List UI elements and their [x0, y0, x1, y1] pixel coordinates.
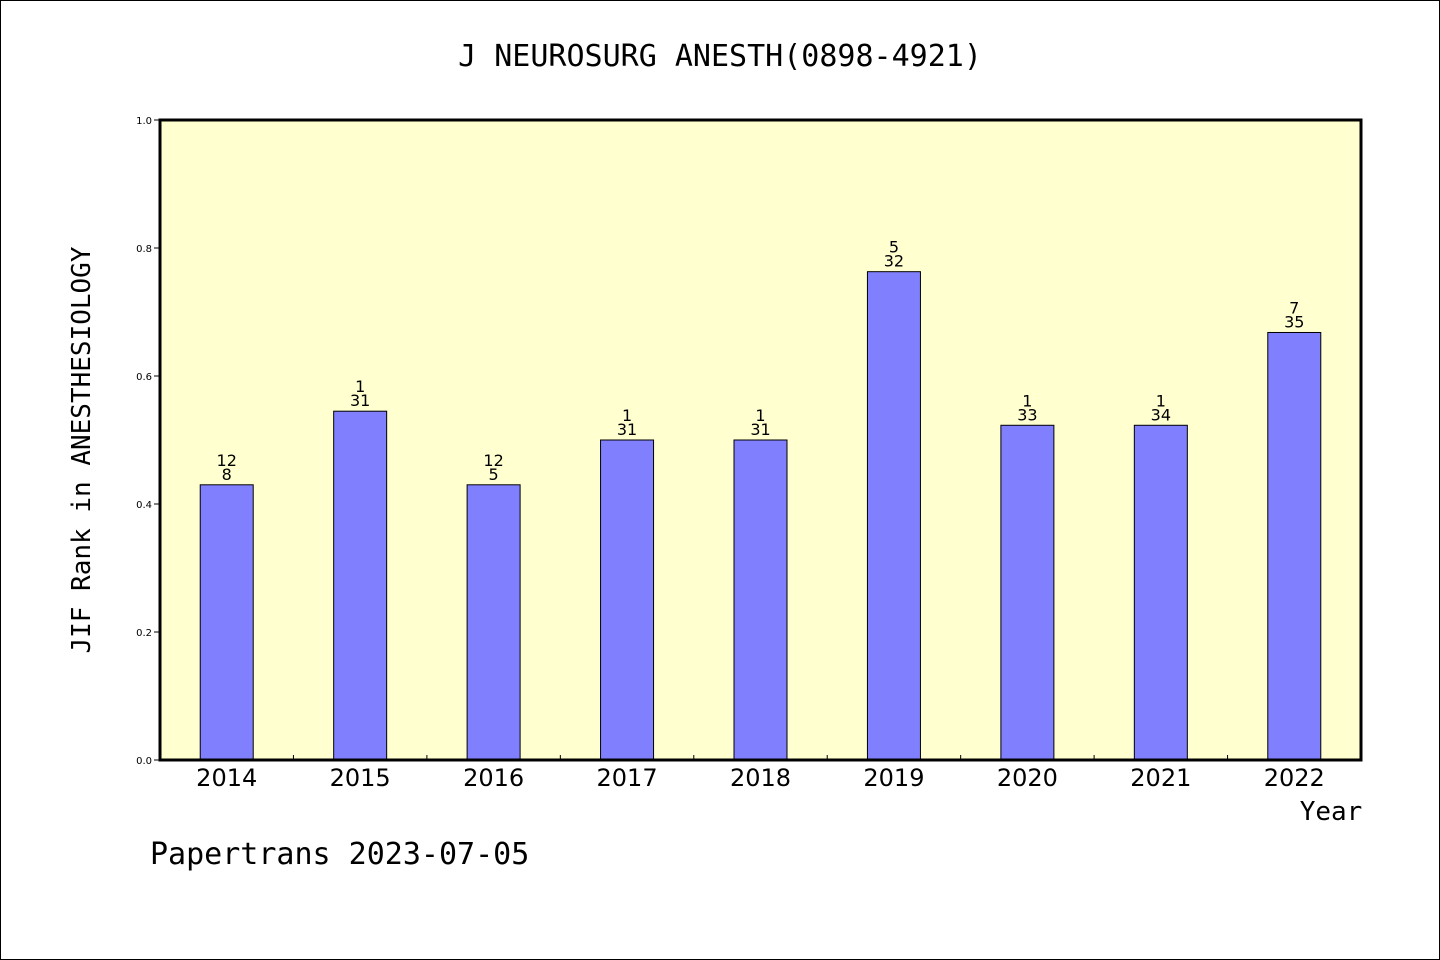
bar-label-top: 1 — [755, 406, 765, 425]
bar-label-bottom: 8 — [222, 465, 232, 484]
x-axis-label: Year — [1300, 797, 1363, 827]
bar-2015 — [333, 410, 388, 761]
bar-label-top: 1 — [1022, 391, 1032, 410]
y-axis: 0.0 0.2 0.4 0.6 0.8 1.0 — [136, 116, 160, 767]
y-tick-label: 0.2 — [136, 628, 152, 639]
bar-label-bottom: 32 — [884, 252, 904, 271]
x-tick-label: 2020 — [997, 764, 1058, 792]
bar-2018 — [733, 439, 788, 761]
x-tick-label: 2019 — [863, 764, 924, 792]
plot-border — [158, 118, 1363, 762]
bars-group — [199, 271, 1322, 761]
bar-label-top: 1 — [1156, 391, 1166, 410]
x-tick-label: 2021 — [1130, 764, 1191, 792]
bar-label-top: 12 — [483, 451, 503, 470]
bar-2022 — [1267, 331, 1322, 761]
bar-label-bottom: 31 — [750, 420, 770, 439]
y-tick-label: 0.6 — [136, 372, 152, 383]
y-tick-label: 0.8 — [136, 244, 152, 255]
footer-text: Papertrans 2023-07-05 — [150, 837, 529, 872]
y-tick-label: 1.0 — [136, 116, 152, 127]
x-axis: 2014 2015 2016 2017 2018 2019 2020 2021 2022 — [196, 755, 1325, 792]
x-tick-label: 2018 — [730, 764, 791, 792]
y-tick-label: 0.0 — [136, 756, 152, 767]
bar-label-bottom: 33 — [1017, 405, 1037, 424]
bar-2021 — [1133, 424, 1188, 761]
x-tick-label: 2016 — [463, 764, 524, 792]
bar-2016 — [466, 484, 521, 761]
bar-label-bottom: 34 — [1151, 405, 1171, 424]
bar-label-bottom: 5 — [489, 465, 499, 484]
x-tick-label: 2017 — [597, 764, 658, 792]
bar-label-top: 12 — [217, 451, 237, 470]
bar-2019 — [866, 271, 921, 761]
bar-label-bottom: 31 — [617, 420, 637, 439]
x-tick-label: 2014 — [196, 764, 257, 792]
y-axis-label: JIF Rank in ANESTHESIOLOGY — [67, 246, 97, 653]
bar-label-bottom: 35 — [1284, 312, 1304, 331]
x-tick-label: 2022 — [1264, 764, 1325, 792]
bar-label-top: 1 — [622, 406, 632, 425]
chart-title: J NEUROSURG ANESTH(0898-4921) — [458, 39, 982, 74]
bar-2014 — [199, 484, 254, 761]
bar-label-top: 7 — [1289, 298, 1299, 317]
y-tick-label: 0.4 — [136, 500, 152, 511]
bar-label-top: 1 — [355, 377, 365, 396]
bar-2017 — [600, 439, 655, 761]
bar-2020 — [1000, 424, 1055, 761]
bar-label-top: 5 — [889, 238, 899, 257]
bar-label-bottom: 31 — [350, 391, 370, 410]
x-tick-label: 2015 — [330, 764, 391, 792]
